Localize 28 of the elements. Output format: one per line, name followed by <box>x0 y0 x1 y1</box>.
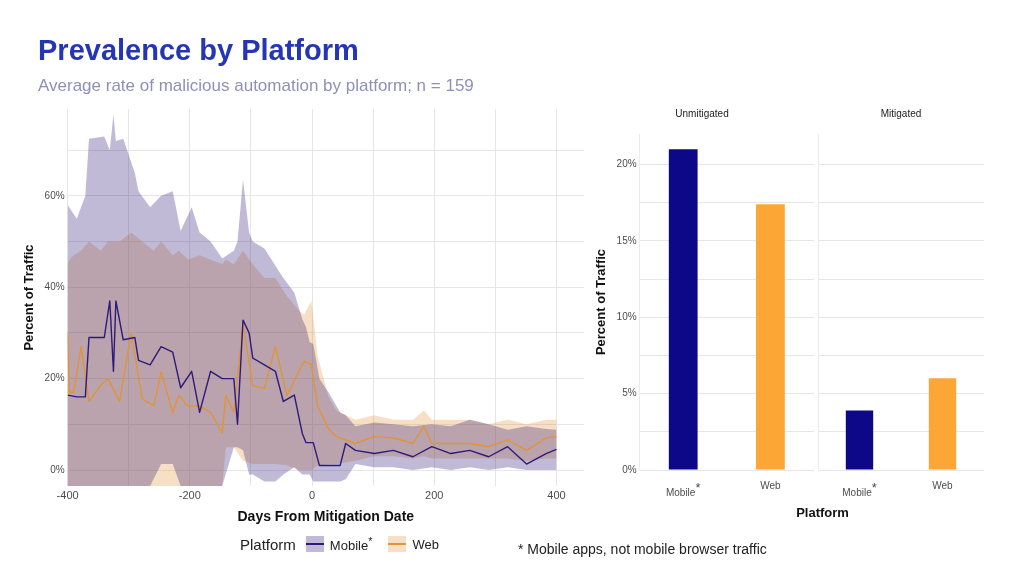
legend-label: Web <box>412 536 439 552</box>
y-axis-title: Percent of Traffic <box>593 248 609 356</box>
y-tick-label: 60% <box>44 189 65 201</box>
x-axis-title: Platform <box>796 505 849 520</box>
text: * Mobile apps, not mobile browser traffic <box>518 541 767 557</box>
chart-title: Mitigated <box>880 107 922 119</box>
y-tick-label: 20% <box>616 158 637 170</box>
x-tick-label: -400 <box>56 488 79 501</box>
y-tick-label: 10% <box>616 311 637 323</box>
y-tick-label: 15% <box>616 234 637 246</box>
chart-title: Prevalence by Platform <box>38 34 359 67</box>
x-tick-label: 400 <box>547 488 566 501</box>
x-tick-label: 0 <box>308 488 316 501</box>
y-axis-title: Percent of Traffic <box>21 244 37 351</box>
y-tick-label: 0% <box>622 463 637 475</box>
y-tick-label: 5% <box>622 387 637 399</box>
x-axis-title: Days From Mitigation Date <box>237 508 415 525</box>
y-tick-label: 40% <box>44 280 65 292</box>
x-tick-label: -200 <box>178 488 201 501</box>
chart-title: Unmitigated <box>675 107 729 119</box>
y-tick-label: 0% <box>50 463 65 475</box>
chart-subtitle: Average rate of malicious automation by platform; n = 159 <box>38 76 474 96</box>
legend-title: Platform <box>240 535 296 553</box>
legend-label: Mobile$^{*}$ <box>329 535 373 554</box>
y-tick-label: 20% <box>44 372 65 384</box>
x-tick-label: Web <box>760 480 781 491</box>
x-tick-label: Web <box>932 480 953 491</box>
x-tick-label: 200 <box>425 488 444 501</box>
